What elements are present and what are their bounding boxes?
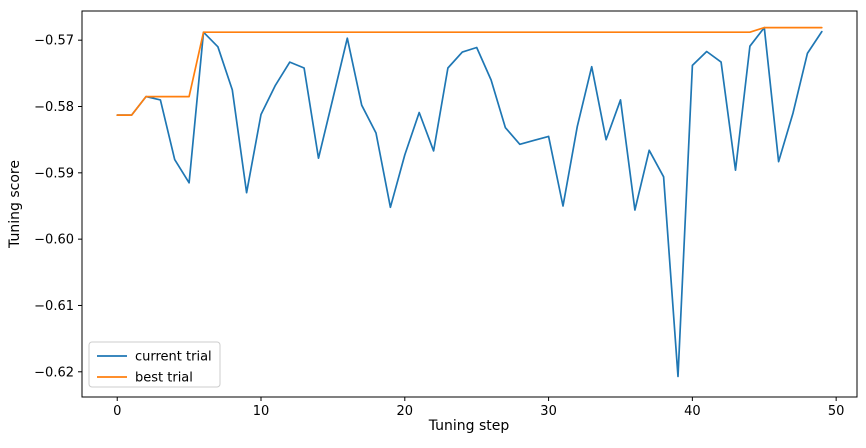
x-tick-label: 0 xyxy=(113,404,121,419)
legend-entry-label: best trial xyxy=(135,371,193,386)
x-tick-label: 20 xyxy=(397,404,414,419)
x-axis-label: Tuning step xyxy=(428,418,510,434)
y-tick-label: −0.59 xyxy=(34,166,74,181)
x-tick-label: 50 xyxy=(828,404,845,419)
legend-box xyxy=(88,341,221,388)
series-line-best-trial xyxy=(116,26,823,116)
y-tick-label: −0.57 xyxy=(34,34,74,49)
x-tick-label: 10 xyxy=(253,404,270,419)
x-tick-label: 40 xyxy=(684,404,701,419)
x-axis-label-wrap: Tuning step xyxy=(0,418,866,434)
series-line-current-trial xyxy=(116,26,823,378)
y-tick-label: −0.61 xyxy=(34,299,74,314)
y-axis-label: Tuning score xyxy=(7,160,23,248)
legend-entry-label: current trial xyxy=(135,350,212,365)
y-tick-label: −0.58 xyxy=(34,100,74,115)
x-tick-label: 30 xyxy=(540,404,557,419)
plot-area-spines xyxy=(81,10,858,398)
y-tick-label: −0.60 xyxy=(34,233,74,248)
y-tick-label: −0.62 xyxy=(34,365,74,380)
